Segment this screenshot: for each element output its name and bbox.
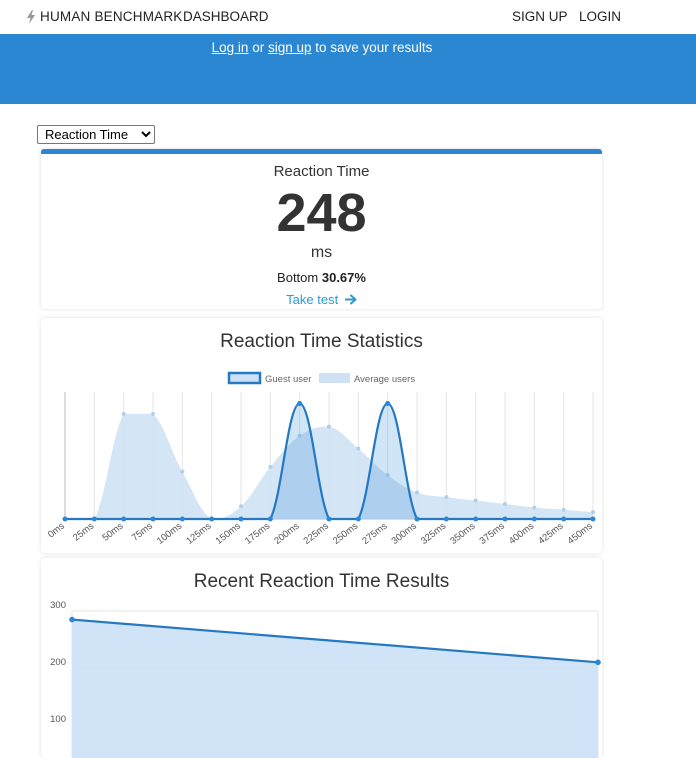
data-point-guest bbox=[62, 516, 68, 522]
navbar: HUMAN BENCHMARK DASHBOARD SIGN UP LOGIN bbox=[0, 0, 696, 34]
data-point-average bbox=[591, 510, 595, 515]
x-tick-label: 325ms bbox=[419, 521, 448, 547]
arrow-right-icon bbox=[344, 294, 357, 305]
x-tick-label: 25ms bbox=[71, 521, 96, 544]
hero-or: or bbox=[248, 40, 268, 55]
data-point-average bbox=[151, 411, 155, 416]
test-select[interactable]: Reaction Time bbox=[37, 125, 155, 144]
statistics-card: Reaction Time Statistics 0ms 25ms 50ms 75ms… bbox=[41, 318, 602, 553]
results-area bbox=[72, 619, 598, 758]
recent-results-title: Recent Reaction Time Results bbox=[193, 571, 450, 592]
legend-guest-swatch bbox=[227, 371, 262, 385]
data-point-result bbox=[595, 659, 601, 666]
data-point-guest bbox=[561, 516, 567, 522]
x-tick-label: 250ms bbox=[331, 521, 360, 547]
data-point-guest bbox=[473, 516, 479, 522]
x-tick-label: 400ms bbox=[507, 521, 536, 547]
data-point-guest bbox=[179, 516, 185, 522]
take-test-label: Take test bbox=[286, 292, 339, 307]
nav-signup-link[interactable]: SIGN UP bbox=[512, 9, 568, 24]
x-tick-label: 75ms bbox=[130, 521, 155, 544]
data-point-guest bbox=[385, 401, 391, 407]
data-point-average bbox=[561, 507, 566, 512]
data-point-average bbox=[503, 501, 507, 506]
data-point-average bbox=[121, 411, 126, 416]
data-point-average bbox=[239, 504, 243, 509]
x-tick-label: 225ms bbox=[302, 521, 331, 547]
score-value: 248 bbox=[276, 183, 367, 243]
lightning-bolt-icon bbox=[27, 9, 35, 24]
legend-average-label: Average users bbox=[354, 374, 415, 385]
data-point-guest bbox=[297, 401, 303, 407]
brand-link[interactable]: HUMAN BENCHMARK bbox=[26, 9, 183, 24]
x-tick-label: 0ms bbox=[46, 521, 67, 541]
percentile-text: Bottom 30.67% bbox=[41, 270, 602, 285]
results-line bbox=[71, 618, 599, 664]
data-point-average bbox=[532, 505, 537, 510]
data-point-guest bbox=[267, 516, 273, 522]
nav-login-link[interactable]: LOGIN bbox=[579, 9, 622, 24]
data-point-guest bbox=[443, 516, 449, 522]
percentile-value: 30.67% bbox=[321, 270, 366, 285]
data-point-guest bbox=[209, 516, 215, 522]
data-point-average bbox=[473, 498, 478, 503]
legend-average-swatch bbox=[319, 373, 350, 383]
data-point-guest bbox=[121, 516, 127, 522]
data-point-average bbox=[268, 465, 273, 470]
x-tick-label: 125ms bbox=[184, 521, 213, 547]
data-point-average bbox=[444, 495, 449, 500]
data-point-guest bbox=[355, 516, 361, 522]
data-point-average bbox=[385, 473, 390, 478]
x-tick-label: 375ms bbox=[478, 521, 507, 547]
x-tick-label: 350ms bbox=[448, 521, 477, 547]
x-tick-label: 300ms bbox=[390, 521, 419, 547]
x-tick-label: 200ms bbox=[272, 521, 301, 547]
y-tick-label: 200 bbox=[50, 657, 66, 668]
take-test-link[interactable]: Take test bbox=[41, 292, 602, 307]
hero-banner: Log in or sign up to save your results bbox=[0, 34, 696, 104]
x-tick-label: 150ms bbox=[214, 521, 243, 547]
data-point-average bbox=[327, 424, 331, 429]
percentile-prefix: Bottom bbox=[277, 270, 319, 285]
login-link[interactable]: Log in bbox=[211, 40, 249, 55]
data-point-result bbox=[69, 616, 75, 623]
data-point-guest bbox=[91, 516, 97, 522]
signup-link[interactable]: sign up bbox=[267, 40, 312, 55]
series-average-area bbox=[65, 413, 593, 519]
nav-dashboard-link[interactable]: DASHBOARD bbox=[183, 9, 269, 24]
data-point-guest bbox=[150, 516, 156, 522]
data-point-average bbox=[297, 433, 302, 438]
recent-results-chart: 300 200 100 bbox=[50, 600, 601, 758]
data-point-average bbox=[356, 446, 361, 451]
x-tick-label: 425ms bbox=[536, 521, 565, 547]
y-tick-label: 100 bbox=[50, 714, 66, 725]
data-point-average bbox=[180, 469, 185, 474]
data-point-guest bbox=[238, 516, 244, 522]
x-tick-label: 100ms bbox=[155, 521, 184, 547]
save-results-prompt: Log in or sign up to save your results bbox=[0, 40, 644, 55]
data-point-average bbox=[415, 490, 419, 495]
data-point-guest bbox=[414, 516, 420, 522]
x-tick-label: 50ms bbox=[100, 521, 125, 544]
score-card: Reaction Time 248 ms Bottom 30.67% Take … bbox=[41, 149, 602, 309]
y-tick-label: 300 bbox=[50, 600, 66, 611]
recent-results-card: Recent Reaction Time Results 300 200 100 bbox=[41, 558, 602, 758]
x-tick-label: 175ms bbox=[243, 521, 272, 547]
brand-name: HUMAN BENCHMARK bbox=[40, 9, 183, 24]
score-unit: ms bbox=[310, 244, 333, 261]
data-point-guest bbox=[326, 516, 332, 522]
statistics-title: Reaction Time Statistics bbox=[220, 331, 423, 352]
legend-guest-label: Guest user bbox=[265, 374, 311, 385]
x-tick-label: 450ms bbox=[566, 521, 595, 547]
data-point-guest bbox=[502, 516, 508, 522]
data-point-guest bbox=[590, 516, 596, 522]
score-label: Reaction Time bbox=[273, 163, 370, 180]
statistics-chart: 0ms 25ms 50ms 75ms 100ms 125ms 150ms 175ms 200ms… bbox=[46, 371, 596, 547]
hero-suffix: to save your results bbox=[311, 40, 433, 55]
data-point-guest bbox=[531, 516, 537, 522]
x-tick-label: 275ms bbox=[360, 521, 389, 547]
